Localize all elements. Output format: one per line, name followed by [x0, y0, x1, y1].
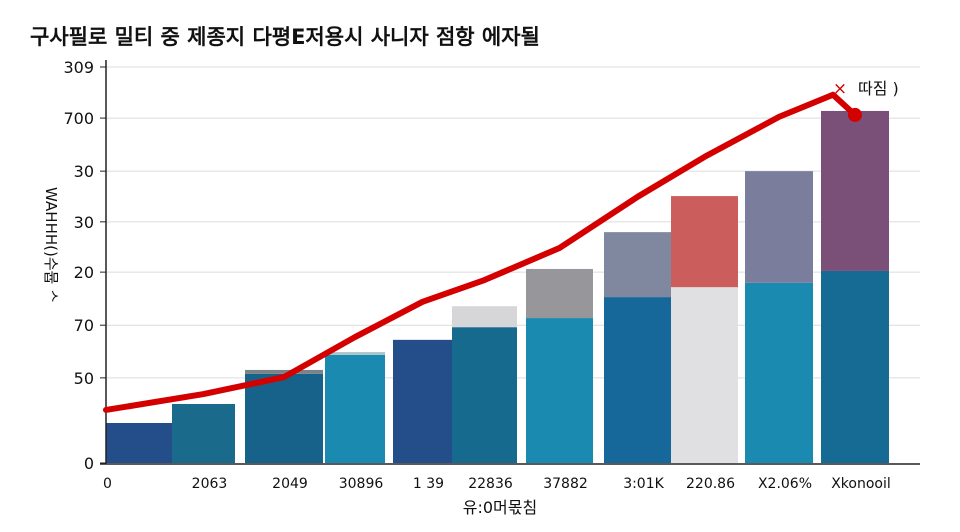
bar-segment [245, 370, 323, 374]
x-tick-label: 1 39 [413, 476, 444, 492]
y-ticks: 0 50 70 20 30 30 700 309 [63, 58, 106, 473]
x-tick-label: 22836 [468, 476, 513, 492]
bar-segment [172, 404, 235, 463]
y-tick-label: 20 [74, 263, 94, 282]
annotation-label: 따짐 ) [858, 79, 899, 98]
bar-segment [745, 171, 813, 283]
bar-segment [821, 111, 889, 271]
bar-segment [526, 318, 593, 463]
y-tick-label: 309 [63, 58, 94, 77]
bar-segment [745, 283, 813, 463]
x-tick-label: Xkonooil [831, 476, 891, 492]
bar-segment [325, 355, 385, 463]
x-tick-label: 2049 [272, 476, 308, 492]
bar-segment [325, 352, 385, 355]
y-tick-label: 30 [74, 162, 94, 181]
y-tick-label: 0 [84, 454, 94, 473]
y-axis-label: WAHHH()수뮵 ᄉ [42, 187, 60, 303]
bar-segment [106, 423, 172, 463]
x-tick-label: 0 [103, 476, 112, 492]
y-tick-label: 50 [74, 369, 94, 388]
bar-segment [245, 374, 323, 463]
bar-segment [671, 287, 738, 463]
bar-segment [821, 271, 889, 463]
x-tick-label: 30896 [339, 476, 384, 492]
bar-segment [604, 232, 671, 297]
x-tick-label: 37882 [543, 476, 588, 492]
bar-segment [452, 327, 517, 463]
x-tick-label: 2063 [192, 476, 228, 492]
x-tick-label: X2.06% [758, 476, 812, 492]
bar-segment [452, 306, 517, 327]
annotation-marker: × [833, 79, 847, 99]
line-point [848, 108, 862, 122]
y-tick-label: 30 [74, 213, 94, 232]
x-axis-label: 유:0머몫침 [463, 498, 537, 517]
bar-segment [526, 269, 593, 318]
chart-title: 구사필로 밀티 중 제종지 다평E저용시 사니자 점항 에자될 [30, 25, 540, 49]
bar-segment [671, 196, 738, 287]
y-tick-label: 700 [63, 109, 94, 128]
y-tick-label: 70 [74, 316, 94, 335]
bar-segment [393, 340, 452, 463]
x-tick-label: 220.86 [686, 476, 735, 492]
x-ticks: 0 2063 2049 30896 1 39 22836 37882 3:01K 220.86 X… [103, 476, 891, 492]
x-tick-label: 3:01K [623, 476, 664, 492]
bar-segment [604, 297, 671, 463]
bars [106, 111, 889, 463]
